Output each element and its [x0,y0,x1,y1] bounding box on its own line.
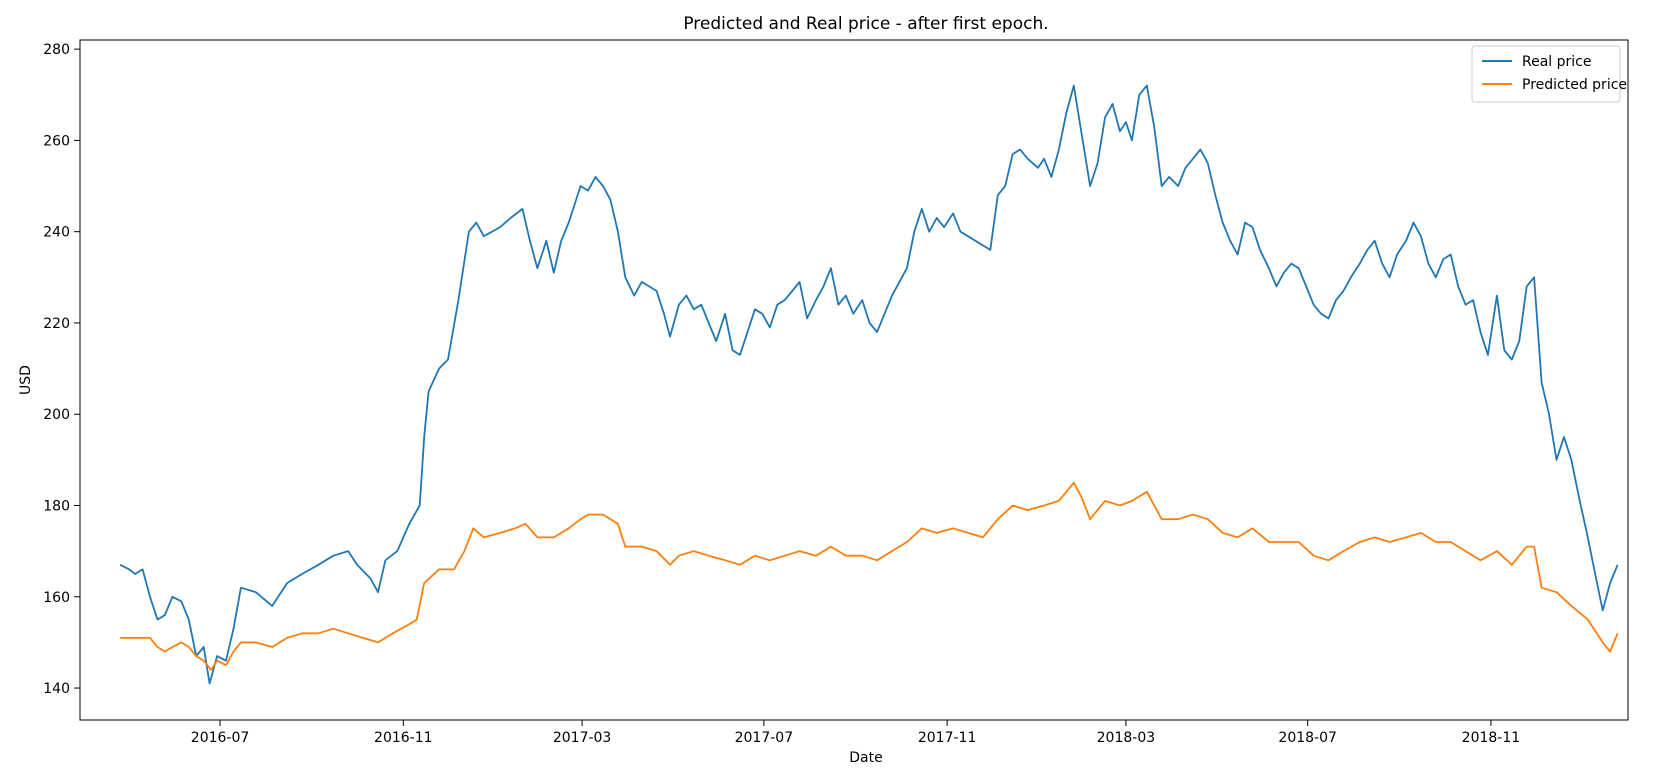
x-tick-label: 2016-07 [191,730,250,746]
y-tick-label: 180 [43,499,70,515]
x-axis: 2016-07 2016-11 2017-03 2017-07 2017-11 2018-… [191,720,1520,746]
y-tick-label: 260 [43,133,70,149]
legend: Real price Predicted price [1471,45,1627,103]
y-tick-label: 200 [43,407,70,423]
legend-label-predicted-price: Predicted price [1522,77,1627,93]
y-axis: 140 160 180 200 220 240 260 280 [43,42,80,697]
x-tick-label: 2018-07 [1278,730,1337,746]
y-tick-label: 220 [43,316,70,332]
chart-title: Predicted and Real price - after first e… [683,14,1048,34]
y-tick-label: 240 [43,225,70,241]
x-tick-label: 2018-11 [1462,730,1521,746]
y-tick-label: 160 [43,590,70,606]
x-axis-label: Date [849,750,882,766]
y-tick-label: 140 [43,681,70,697]
x-tick-label: 2017-03 [553,730,612,746]
series-layer [119,84,1619,685]
y-tick-label: 280 [43,42,70,58]
series-line-predicted-price [120,481,1619,671]
series-line-real-price [119,84,1619,685]
x-tick-label: 2016-11 [374,730,433,746]
y-axis-label: USD [18,365,34,395]
x-tick-label: 2017-07 [735,730,794,746]
plot-area [79,39,1629,721]
legend-label-real-price: Real price [1522,54,1591,70]
x-tick-label: 2018-03 [1097,730,1156,746]
x-tick-label: 2017-11 [918,730,977,746]
